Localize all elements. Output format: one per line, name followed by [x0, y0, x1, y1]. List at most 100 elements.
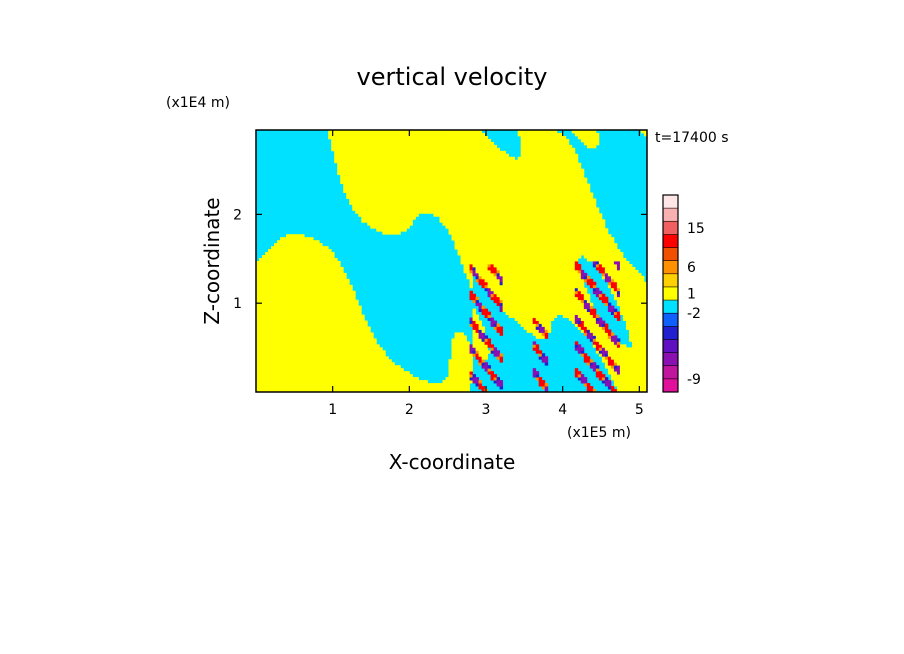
field-cell — [469, 278, 473, 283]
field-cell — [526, 269, 531, 274]
field-cell — [292, 258, 296, 262]
field-cell — [490, 216, 495, 220]
field-cell — [532, 192, 537, 196]
field-cell — [466, 386, 470, 390]
field-cell — [292, 261, 296, 265]
field-cell — [385, 377, 389, 381]
field-cell — [538, 380, 543, 384]
field-cell — [331, 138, 335, 143]
field-cell — [283, 243, 287, 247]
field-cell — [274, 296, 278, 301]
field-cell — [430, 165, 434, 170]
field-cell — [490, 287, 495, 292]
field-cell — [352, 353, 356, 357]
field-cell — [418, 180, 422, 184]
field-cell — [298, 293, 302, 298]
field-cell — [472, 159, 476, 164]
field-cell — [292, 383, 296, 387]
field-cell — [463, 263, 467, 268]
field-cell — [292, 284, 296, 289]
field-cell — [529, 138, 534, 143]
field-cell — [526, 263, 531, 268]
field-cell — [475, 347, 479, 351]
field-cell — [466, 213, 470, 217]
field-cell — [328, 272, 332, 277]
field-cell — [418, 153, 422, 158]
field-cell — [358, 323, 362, 327]
field-cell — [439, 168, 443, 173]
field-cell — [403, 213, 407, 217]
field-cell — [313, 255, 317, 259]
field-cell — [529, 177, 534, 182]
field-cell — [388, 159, 392, 164]
field-cell — [343, 368, 347, 372]
field-cell — [268, 383, 272, 387]
field-cell — [325, 261, 329, 265]
field-cell — [361, 368, 365, 372]
field-cell — [442, 216, 446, 220]
field-cell — [400, 177, 404, 182]
field-cell — [286, 261, 290, 265]
field-cell — [286, 246, 290, 250]
field-cell — [526, 174, 531, 179]
field-cell — [382, 165, 386, 170]
field-cell — [535, 243, 540, 247]
field-cell — [505, 296, 510, 301]
field-cell — [289, 269, 293, 274]
field-cell — [457, 383, 461, 387]
field-cell — [487, 278, 491, 283]
field-cell — [523, 222, 528, 226]
field-cell — [340, 386, 344, 390]
field-cell — [505, 275, 510, 280]
field-cell — [313, 350, 317, 354]
field-cell — [358, 204, 362, 208]
field-cell — [535, 255, 540, 259]
field-cell — [490, 156, 495, 161]
field-cell — [493, 219, 498, 223]
field-cell — [502, 258, 507, 262]
field-cell — [460, 144, 464, 149]
field-cell — [535, 347, 540, 351]
field-cell — [442, 386, 446, 390]
field-cell — [406, 132, 410, 137]
field-cell — [511, 225, 516, 229]
field-cell — [529, 225, 534, 229]
field-cell — [277, 305, 281, 310]
field-cell — [505, 311, 510, 315]
field-cell — [400, 213, 404, 217]
field-cell — [523, 320, 528, 324]
field-cell — [301, 314, 305, 318]
field-cell — [376, 356, 380, 360]
field-cell — [445, 216, 449, 220]
field-cell — [394, 204, 398, 208]
field-cell — [532, 293, 537, 298]
field-cell — [352, 293, 356, 298]
field-cell — [271, 389, 275, 392]
field-cell — [382, 198, 386, 202]
field-cell — [472, 338, 476, 342]
field-cell — [370, 165, 374, 170]
field-cell — [259, 269, 263, 274]
field-cell — [319, 249, 323, 253]
field-cell — [511, 308, 516, 313]
field-cell — [394, 380, 398, 384]
field-cell — [409, 135, 413, 140]
field-cell — [508, 308, 513, 313]
field-cell — [436, 171, 440, 176]
field-cell — [430, 180, 434, 184]
field-cell — [358, 153, 362, 158]
field-cell — [349, 335, 353, 339]
field-cell — [481, 228, 485, 232]
field-cell — [418, 186, 422, 190]
field-cell — [436, 132, 440, 137]
field-cell — [451, 195, 455, 199]
field-cell — [391, 228, 395, 232]
field-cell — [481, 150, 485, 155]
field-cell — [448, 204, 452, 208]
field-cell — [292, 320, 296, 324]
field-cell — [385, 162, 389, 167]
field-cell — [355, 344, 359, 348]
field-cell — [457, 246, 461, 250]
field-cell — [313, 329, 317, 333]
field-cell — [382, 222, 386, 226]
